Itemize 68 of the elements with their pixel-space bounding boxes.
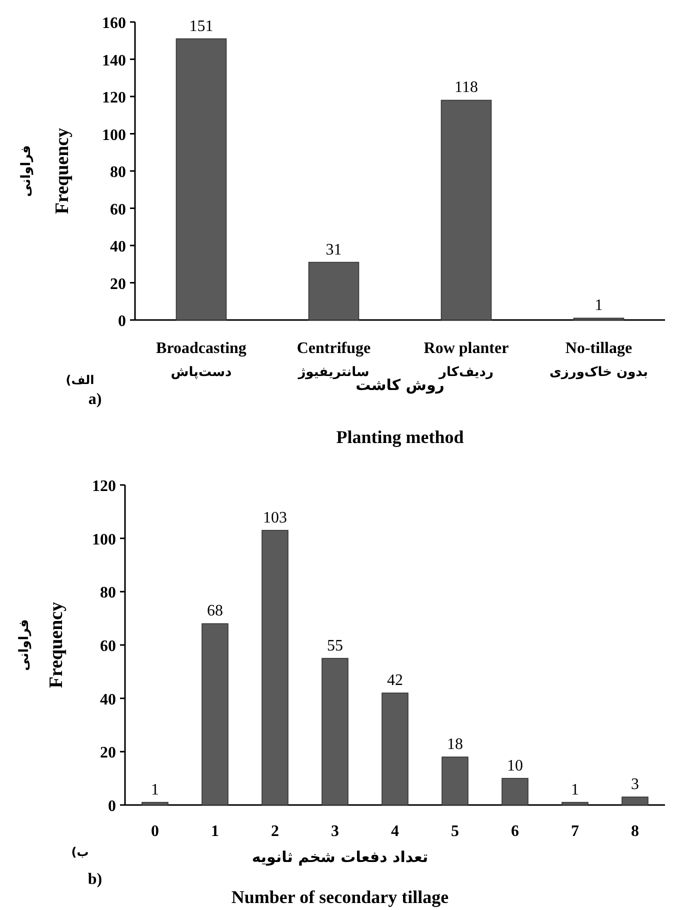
x-tick-label: 8 xyxy=(631,823,639,840)
bar xyxy=(202,623,228,806)
bar xyxy=(142,802,168,806)
y-axis-title: Frequency xyxy=(52,127,73,214)
y-axis-title: Frequency xyxy=(46,601,67,688)
y-tick-label: 40 xyxy=(100,691,116,708)
data-label: 1 xyxy=(594,297,603,314)
bar xyxy=(562,802,588,806)
x-tick-label: Row planter xyxy=(424,340,509,357)
bar xyxy=(308,262,360,320)
bar xyxy=(176,38,227,320)
text: فراوانی xyxy=(19,145,34,197)
x-tick-label: 7 xyxy=(571,823,579,840)
bar xyxy=(262,530,288,806)
data-label: 10 xyxy=(507,757,523,774)
x-tick-label: 5 xyxy=(451,823,459,840)
x-tick-label: No-tillage xyxy=(565,340,632,357)
y-tick-label: 60 xyxy=(110,201,126,218)
y-tick-label: 20 xyxy=(100,744,116,762)
data-label: 1 xyxy=(571,781,579,798)
data-label: 103 xyxy=(263,509,287,526)
x-tick-label: Centrifuge xyxy=(296,340,371,357)
y-tick-label: 80 xyxy=(100,584,116,602)
y-tick-label: 140 xyxy=(102,52,126,70)
text: دست‌پاش xyxy=(170,365,232,380)
text: فراوانی xyxy=(17,619,32,671)
text: الف) xyxy=(66,373,94,387)
bar xyxy=(440,100,492,320)
y-tick-label: 120 xyxy=(92,478,116,495)
data-label: 1 xyxy=(151,781,159,798)
y-tick-label: 20 xyxy=(110,276,126,293)
y-tick-label: 100 xyxy=(92,531,116,548)
data-label: 18 xyxy=(447,736,463,753)
x-tick-label: 4 xyxy=(391,823,399,840)
x-tick-label: Broadcasting xyxy=(156,340,246,357)
y-tick-label: 0 xyxy=(118,313,126,330)
x-tick-label: 2 xyxy=(271,823,279,840)
bar xyxy=(622,796,648,806)
bar xyxy=(382,692,408,806)
text: سانتریفیوژ xyxy=(297,365,370,380)
x-tick-label: 6 xyxy=(511,823,519,840)
text: تعداد دفعات شخم ثانویه xyxy=(252,848,428,866)
y-tick-label: 40 xyxy=(110,238,126,256)
data-label: 151 xyxy=(189,18,214,35)
data-label: 31 xyxy=(326,241,342,258)
bar xyxy=(442,756,468,806)
y-tick-label: 120 xyxy=(102,90,126,106)
data-label: 55 xyxy=(327,637,343,654)
data-label: 68 xyxy=(207,602,223,620)
bar xyxy=(322,658,348,806)
x-tick-label: 0 xyxy=(151,823,159,840)
bar xyxy=(502,778,528,806)
y-tick-label: 0 xyxy=(108,798,116,815)
y-tick-label: 100 xyxy=(102,126,126,144)
y-tick-label: 80 xyxy=(110,164,126,181)
text: ب) xyxy=(71,845,89,859)
y-tick-label: 160 xyxy=(102,15,126,32)
x-axis-title: Planting method xyxy=(336,427,464,447)
y-tick-label: 60 xyxy=(100,638,116,655)
data-label: 118 xyxy=(454,79,478,96)
x-tick-label: 3 xyxy=(331,823,339,840)
text: b) xyxy=(88,871,102,888)
text: a) xyxy=(88,391,102,408)
x-axis-title: Number of secondary tillage xyxy=(231,887,449,907)
data-label: 42 xyxy=(387,672,403,689)
x-tick-label: 1 xyxy=(211,823,219,840)
data-label: 3 xyxy=(631,776,639,793)
text: بدون خاک‌ورزی xyxy=(549,365,648,380)
